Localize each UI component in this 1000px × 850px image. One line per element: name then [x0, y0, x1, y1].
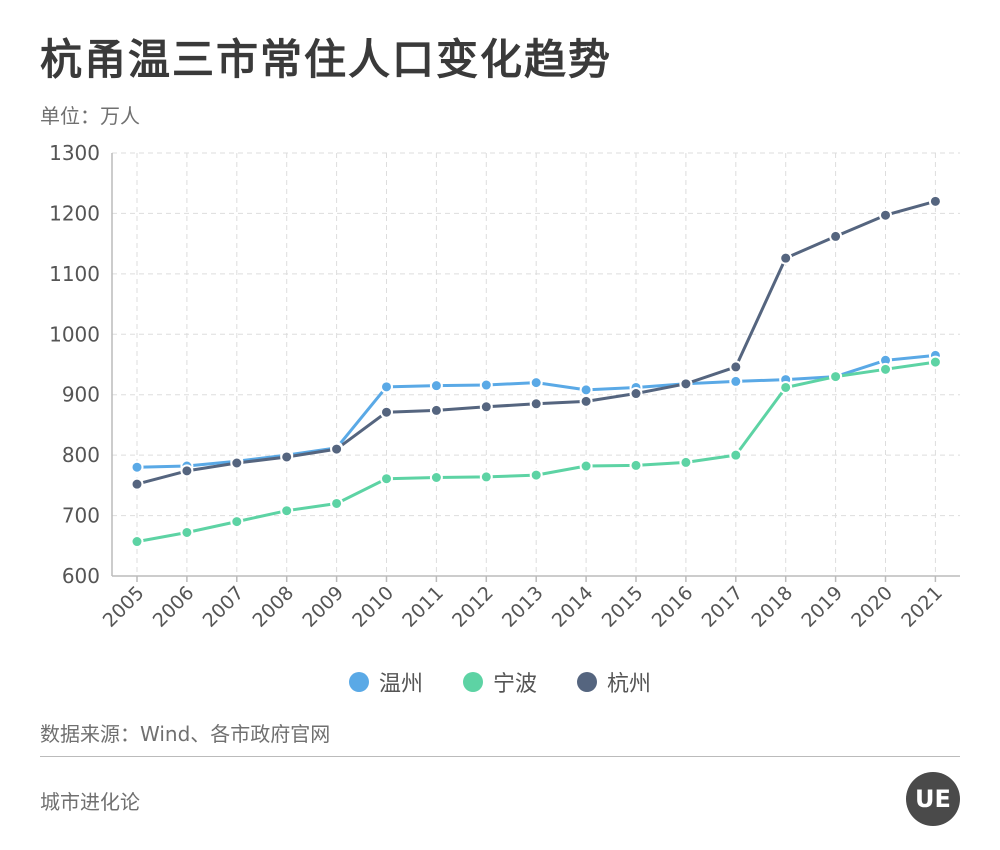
- y-tick-label: 1000: [49, 322, 100, 346]
- data-point-ningbo: [330, 496, 344, 510]
- data-point-hangzhou: [230, 456, 244, 470]
- legend-item-wenzhou[interactable]: 温州: [348, 666, 423, 698]
- data-point-wenzhou: [130, 460, 144, 474]
- data-point-hangzhou: [280, 450, 294, 464]
- data-point-ningbo: [230, 515, 244, 529]
- data-point-hangzhou: [629, 387, 643, 401]
- data-point-hangzhou: [729, 360, 743, 374]
- data-point-hangzhou: [879, 208, 892, 222]
- data-point-hangzhou: [429, 403, 443, 417]
- data-point-ningbo: [130, 535, 144, 549]
- data-point-hangzhou: [380, 405, 393, 419]
- legend-marker-wenzhou: [348, 672, 369, 692]
- legend-item-hangzhou[interactable]: 杭州: [577, 666, 651, 698]
- data-point-wenzhou: [380, 380, 393, 394]
- data-point-wenzhou: [579, 383, 593, 397]
- data-point-hangzhou: [579, 394, 593, 408]
- legend-label-ningbo: 宁波: [492, 672, 537, 697]
- data-point-wenzhou: [479, 378, 493, 392]
- x-tick-label: 2012: [448, 582, 498, 632]
- x-tick-label: 2011: [398, 582, 448, 632]
- data-point-ningbo: [928, 355, 942, 369]
- data-point-ningbo: [879, 362, 892, 376]
- brand-name: 城市进化论: [40, 790, 140, 814]
- data-point-ningbo: [429, 471, 443, 485]
- data-point-ningbo: [380, 472, 393, 486]
- legend-label-hangzhou: 杭州: [607, 672, 652, 697]
- x-tick-label: 2010: [348, 582, 398, 632]
- data-point-hangzhou: [479, 400, 493, 414]
- x-tick-label: 2017: [698, 582, 748, 632]
- x-tick-label: 2006: [149, 582, 199, 632]
- line-chart: 600 700 800 900 1000 1100 1200 1300 2005 2006 2007…: [49, 141, 960, 632]
- chart-title: 杭甬温三市常住人口变化趋势: [40, 35, 613, 84]
- data-point-ningbo: [779, 380, 793, 394]
- x-tick-label: 2019: [797, 582, 847, 632]
- legend-marker-ningbo: [462, 672, 483, 692]
- y-tick-label: 600: [62, 564, 100, 588]
- unit-label: 单位：万人: [40, 104, 140, 128]
- data-source: 数据来源：Wind、各市政府官网: [40, 722, 331, 746]
- legend: 温州 宁波 杭州: [0, 666, 1000, 698]
- data-point-hangzhou: [928, 194, 942, 208]
- data-point-hangzhou: [679, 377, 693, 391]
- legend-item-ningbo[interactable]: 宁波: [462, 666, 537, 698]
- data-point-ningbo: [679, 455, 693, 469]
- data-point-hangzhou: [130, 477, 144, 491]
- brand-logo: UE: [906, 772, 960, 826]
- x-tick-label: 2005: [99, 582, 149, 632]
- x-tick-label: 2014: [548, 582, 598, 632]
- data-point-hangzhou: [180, 464, 194, 478]
- data-point-ningbo: [579, 459, 593, 473]
- x-tick-label: 2013: [498, 582, 548, 632]
- y-tick-label: 1100: [49, 262, 100, 286]
- data-point-hangzhou: [330, 442, 344, 456]
- x-tick-label: 2016: [648, 582, 698, 632]
- data-point-wenzhou: [729, 374, 743, 388]
- y-tick-label: 1300: [49, 141, 100, 165]
- data-point-ningbo: [729, 448, 743, 462]
- y-tick-label: 900: [62, 383, 100, 407]
- y-tick-label: 700: [62, 504, 100, 528]
- data-point-ningbo: [479, 470, 493, 484]
- x-tick-label: 2018: [747, 582, 797, 632]
- data-point-hangzhou: [529, 397, 543, 411]
- data-point-ningbo: [529, 468, 543, 482]
- x-tick-label: 2009: [298, 582, 348, 632]
- legend-label-wenzhou: 温州: [378, 672, 423, 697]
- x-tick-label: 2008: [248, 582, 298, 632]
- x-tick-label: 2020: [847, 582, 897, 632]
- data-point-ningbo: [829, 370, 843, 384]
- legend-marker-hangzhou: [577, 672, 597, 692]
- data-point-hangzhou: [779, 251, 793, 265]
- data-point-hangzhou: [829, 229, 843, 243]
- y-tick-label: 1200: [49, 201, 100, 225]
- y-tick-label: 800: [62, 443, 100, 467]
- data-point-wenzhou: [429, 379, 443, 393]
- data-point-wenzhou: [529, 376, 543, 390]
- x-tick-label: 2015: [598, 582, 648, 632]
- footer-divider: [40, 756, 960, 757]
- data-point-ningbo: [280, 504, 294, 518]
- data-point-ningbo: [180, 525, 194, 539]
- x-tick-label: 2021: [897, 582, 947, 632]
- data-point-ningbo: [629, 458, 643, 472]
- x-tick-label: 2007: [199, 582, 249, 632]
